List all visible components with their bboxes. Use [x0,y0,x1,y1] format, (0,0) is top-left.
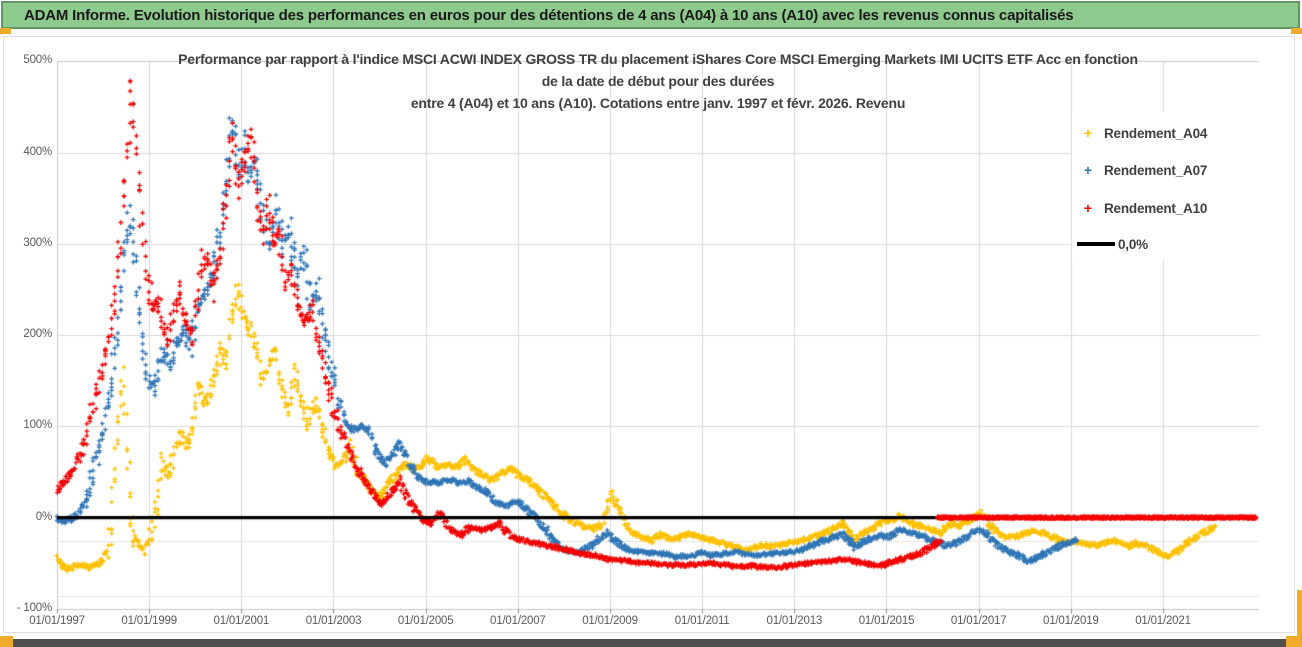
x-tick-label: 01/01/2005 [397,615,454,627]
y-tick-label: 200% [23,328,52,341]
x-tick-label: 01/01/2007 [490,615,546,627]
legend-item-rendement-a07[interactable]: + Rendement_A07 [1072,159,1266,181]
zero-line-swatch [1077,241,1115,247]
y-tick-label: 400% [23,145,52,158]
x-tick-label: 01/01/1999 [121,615,177,627]
chart-title-line-1: Performance par rapport à l'indice MSCI … [178,51,1138,67]
chart-title: Performance par rapport à l'indice MSCI … [57,48,1259,114]
y-tick-label: 500% [23,54,52,67]
x-tick-label: 01/01/2019 [1043,615,1099,627]
legend-item-rendement-a10[interactable]: + Rendement_A10 [1072,197,1266,219]
y-tick-label: 0% [35,510,52,523]
x-tick-label: 01/01/2021 [1135,615,1191,627]
plus-marker-icon: + [1083,125,1093,141]
x-tick-label: 01/01/1997 [29,615,85,627]
chart-object-frame [3,36,1295,633]
legend-label: 0,0% [1118,236,1148,252]
orange-corner-bottom-left [0,636,13,647]
y-tick-label: 100% [23,419,52,432]
legend-item-0-0-[interactable]: 0,0% [1072,233,1266,255]
chart-title-line-3: entre 4 (A04) et 10 ans (A10). Cotations… [410,95,906,111]
x-tick-label: 01/01/2001 [213,615,270,627]
orange-right-edge-strip [1297,590,1302,647]
orange-corner-top-left [0,28,11,34]
legend-label: Rendement_A07 [1104,162,1208,178]
x-tick-label: 01/01/2011 [674,615,730,627]
y-tick-label: - 100% [16,601,52,614]
y-tick-label: 300% [23,236,52,249]
plus-marker-icon: + [1083,200,1093,216]
plus-marker-icon: + [1083,162,1093,178]
x-tick-label: 01/01/2015 [858,615,915,627]
legend-item-rendement-a04[interactable]: + Rendement_A04 [1072,122,1266,144]
legend-label: Rendement_A10 [1104,200,1208,216]
x-tick-label: 01/01/2003 [305,615,362,627]
x-tick-label: 01/01/2017 [950,615,1007,627]
x-tick-label: 01/01/2013 [766,615,823,627]
orange-corner-bottom-right [1286,636,1302,647]
banner: ADAM Informe. Evolution historique des p… [1,1,1300,29]
banner-title: ADAM Informe. Evolution historique des p… [24,6,1074,24]
x-tick-label: 01/01/2009 [582,615,638,627]
orange-corner-top-right [1291,28,1302,34]
footer-bar [13,639,1286,647]
legend-label: Rendement_A04 [1104,125,1208,141]
chart-legend: + Rendement_A04 + Rendement_A07 + Rendement_A… [1072,112,1266,260]
chart-title-line-2: de la date de début pour des durées [541,73,775,89]
